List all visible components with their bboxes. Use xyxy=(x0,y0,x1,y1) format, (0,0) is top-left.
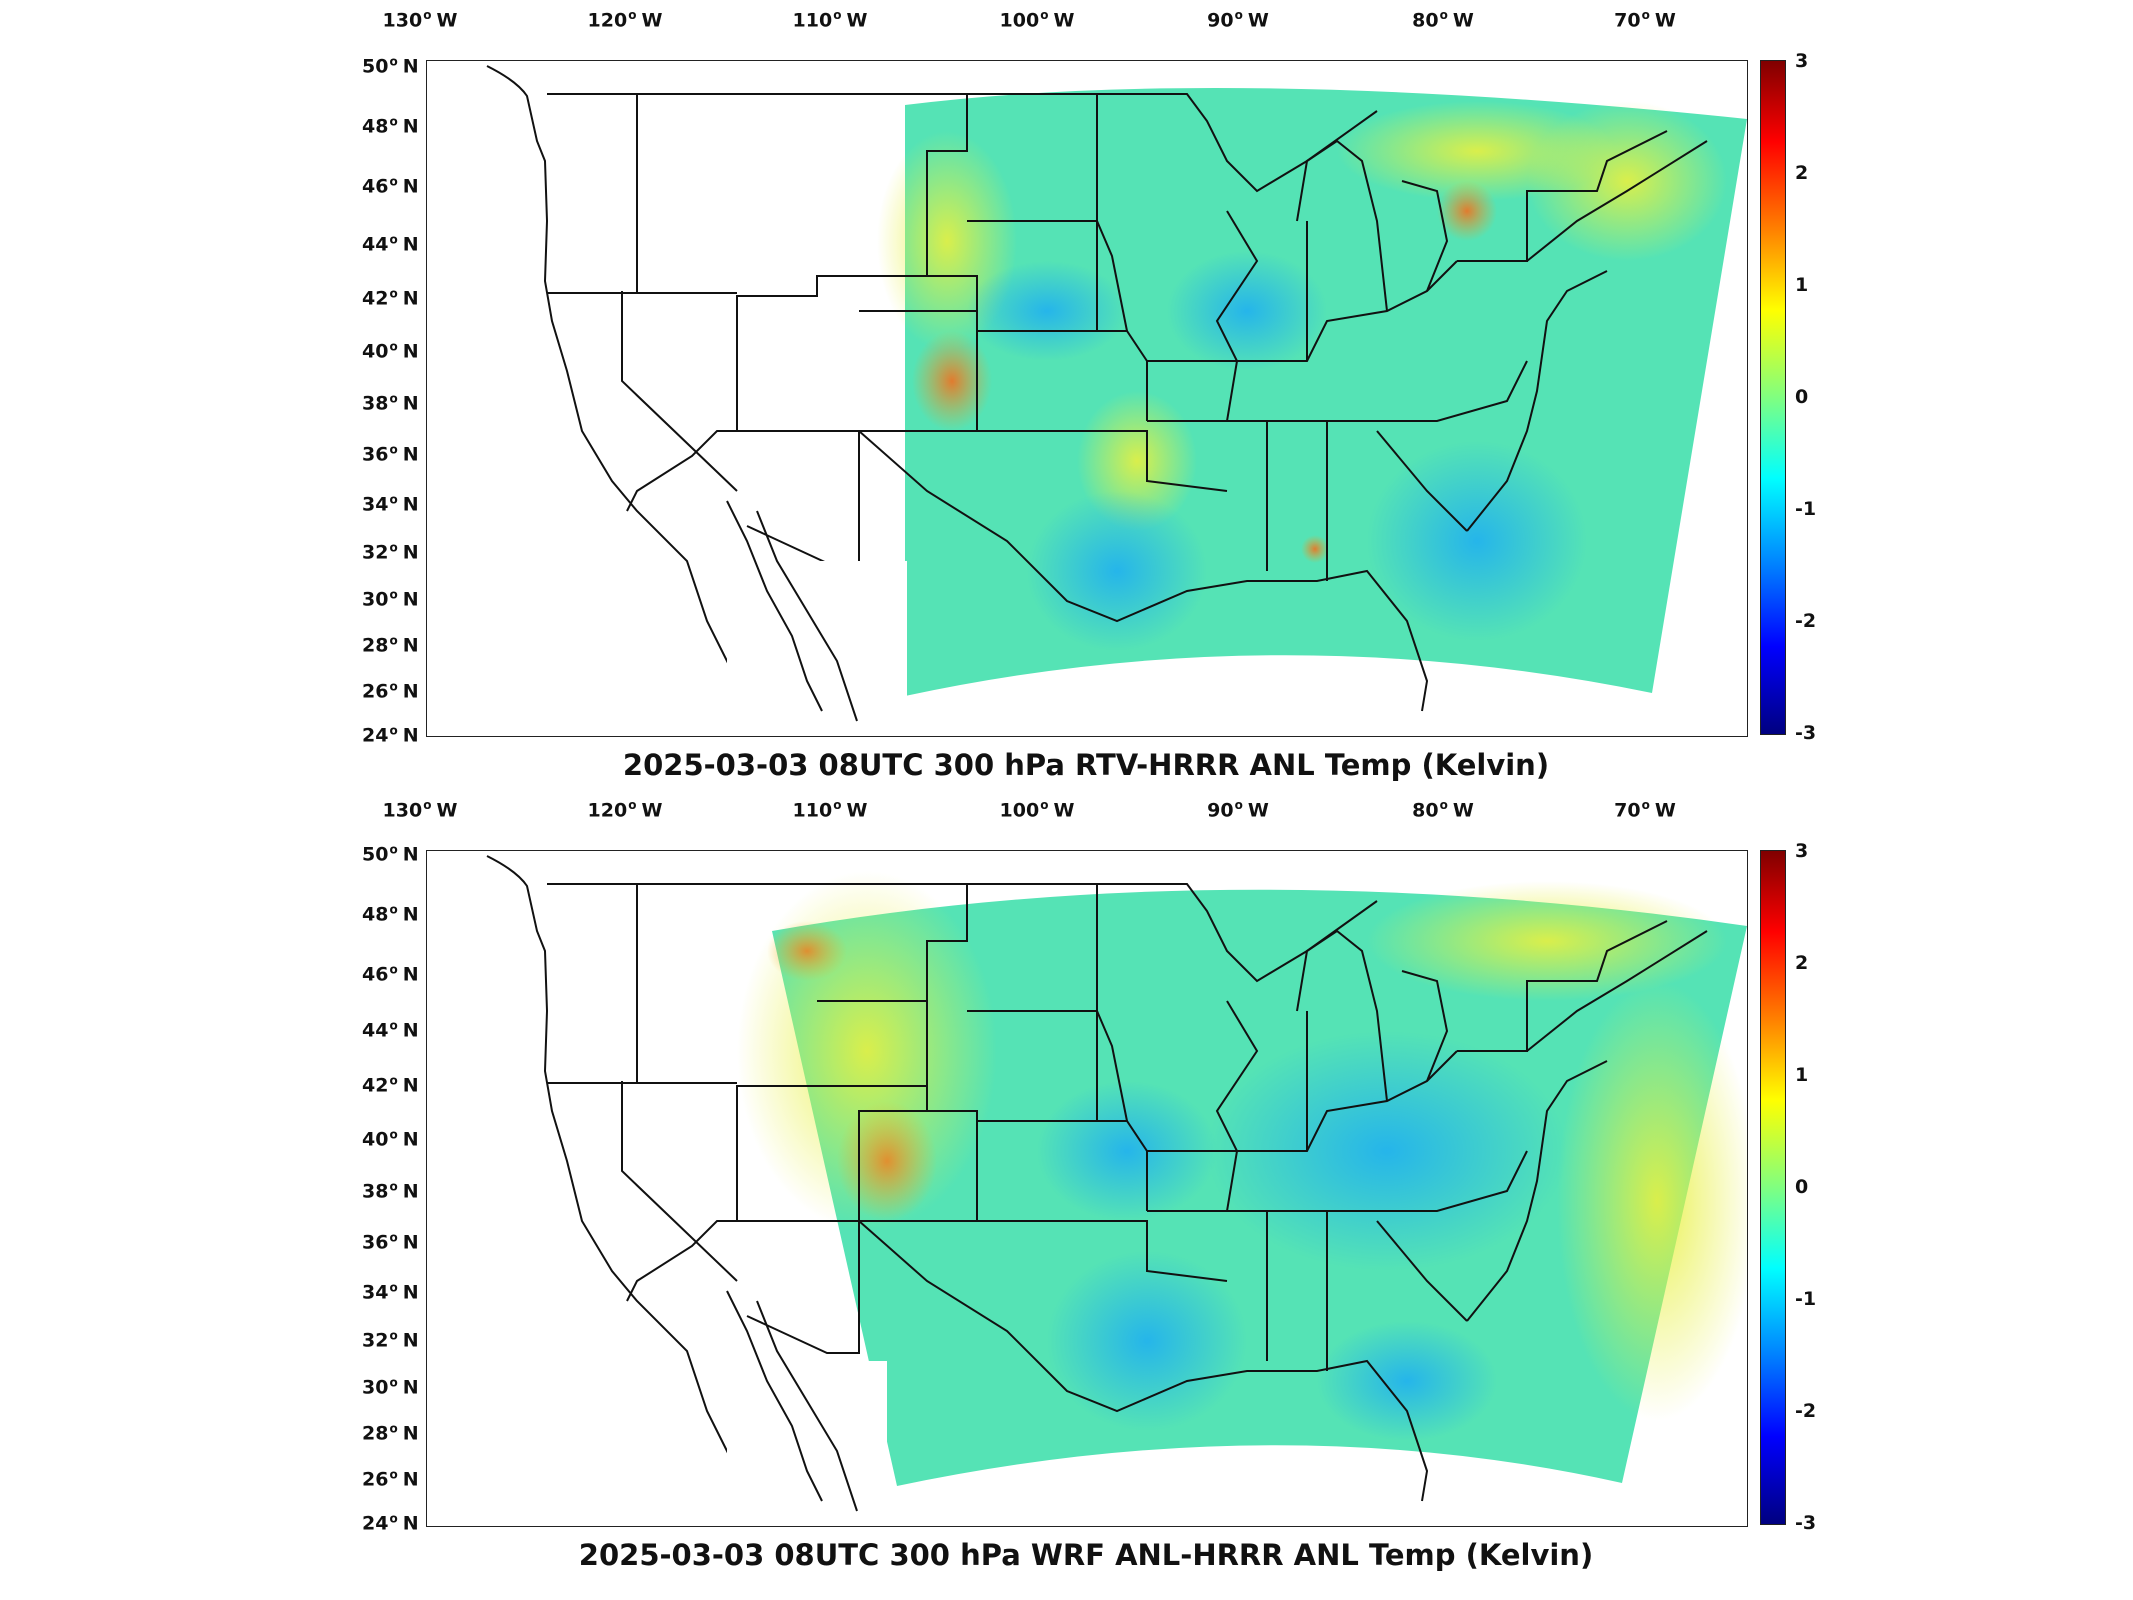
colorbar-tick-label: 1 xyxy=(1795,274,1809,296)
colorbar-tick-label: 2 xyxy=(1795,952,1809,974)
lat-tick-label: 26o N xyxy=(362,1467,419,1491)
lat-tick-label: 44o N xyxy=(362,1018,419,1042)
colorbar-tick-label: -2 xyxy=(1795,1400,1817,1422)
lat-tick-label: 24o N xyxy=(362,723,419,747)
map-canvas-bottom xyxy=(486,855,1747,1526)
hot-anomaly xyxy=(1437,181,1497,241)
mexico-landmass-mask xyxy=(727,561,907,736)
hot-anomaly xyxy=(1301,535,1329,563)
lon-tick-label: 130o W xyxy=(382,8,458,32)
lon-tick-label: 110o W xyxy=(792,8,868,32)
lat-tick-label: 44o N xyxy=(362,232,419,256)
lon-tick-label: 70o W xyxy=(1614,798,1676,822)
cool-anomaly xyxy=(1027,491,1207,651)
colorbar-tick-label: 2 xyxy=(1795,162,1809,184)
colorbar-tick-label: 0 xyxy=(1795,1176,1809,1198)
baja-coastline xyxy=(726,500,858,722)
colorbar-top xyxy=(1760,60,1786,735)
baja-coastline xyxy=(726,1290,858,1512)
lat-tick-label: 38o N xyxy=(362,391,419,415)
top-map-panel: 130o W 120o W 110o W 100o W 90o W 80o W 70o W 5… xyxy=(362,8,1817,782)
lat-tick-label: 28o N xyxy=(362,633,419,657)
cool-anomaly xyxy=(1167,251,1327,371)
lat-tick-label: 50o N xyxy=(362,54,419,78)
lat-tick-label: 46o N xyxy=(362,174,419,198)
state-borders xyxy=(486,65,1708,736)
lat-tick-label: 32o N xyxy=(362,1328,419,1352)
hot-anomaly xyxy=(912,331,992,431)
lat-tick-label: 42o N xyxy=(362,286,419,310)
lon-tick-label: 100o W xyxy=(999,8,1075,32)
colorbar-tick-label: -1 xyxy=(1795,1288,1817,1310)
lat-tick-label: 34o N xyxy=(362,1280,419,1304)
map-canvas-top xyxy=(486,65,1747,736)
lat-tick-label: 36o N xyxy=(362,442,419,466)
lat-tick-label: 42o N xyxy=(362,1073,419,1097)
lat-tick-label: 30o N xyxy=(362,1375,419,1399)
lon-tick-label: 100o W xyxy=(999,798,1075,822)
lat-tick-label: 36o N xyxy=(362,1230,419,1254)
lon-tick-label: 90o W xyxy=(1207,8,1269,32)
map-frame-top xyxy=(426,60,1748,737)
lon-tick-label: 80o W xyxy=(1412,798,1474,822)
hot-anomaly xyxy=(767,921,847,981)
bottom-map-panel: 130o W 120o W 110o W 100o W 90o W 80o W 70o W 5… xyxy=(0,790,2133,1600)
warm-anomaly xyxy=(1367,881,1727,1001)
state-borders xyxy=(486,855,1708,1526)
lat-tick-label: 24o N xyxy=(362,1511,419,1535)
colorbar-tick-label: 3 xyxy=(1795,50,1809,72)
lat-tick-label: 32o N xyxy=(362,540,419,564)
colorbar-tick-label: 3 xyxy=(1795,840,1809,862)
lat-tick-label: 40o N xyxy=(362,1127,419,1151)
lat-tick-label: 28o N xyxy=(362,1421,419,1445)
map-title-bottom: 2025-03-03 08UTC 300 hPa WRF ANL-HRRR AN… xyxy=(578,1538,1594,1572)
lon-tick-label: 70o W xyxy=(1614,8,1676,32)
cool-anomaly xyxy=(1317,1321,1497,1441)
colorbar-bottom xyxy=(1760,850,1786,1525)
map-title-top: 2025-03-03 08UTC 300 hPa RTV-HRRR ANL Te… xyxy=(622,748,1550,782)
colorbar-tick-label: 1 xyxy=(1795,1064,1809,1086)
hot-anomaly xyxy=(837,1101,937,1221)
lon-tick-label: 90o W xyxy=(1207,798,1269,822)
map-frame-bottom xyxy=(426,850,1748,1527)
colorbar-tick-label: -3 xyxy=(1795,1512,1817,1534)
lat-tick-label: 48o N xyxy=(362,902,419,926)
lat-tick-label: 50o N xyxy=(362,842,419,866)
lat-tick-label: 48o N xyxy=(362,114,419,138)
lat-tick-label: 30o N xyxy=(362,587,419,611)
lat-tick-label: 26o N xyxy=(362,679,419,703)
lon-tick-label: 120o W xyxy=(587,8,663,32)
lat-tick-label: 38o N xyxy=(362,1179,419,1203)
colorbar-tick-label: -1 xyxy=(1795,498,1817,520)
lon-tick-label: 80o W xyxy=(1412,8,1474,32)
lon-tick-label: 110o W xyxy=(792,798,868,822)
lon-tick-label: 130o W xyxy=(382,798,458,822)
cool-anomaly xyxy=(967,261,1127,361)
cool-anomaly xyxy=(1047,1251,1247,1431)
lat-tick-label: 46o N xyxy=(362,962,419,986)
lon-tick-label: 120o W xyxy=(587,798,663,822)
colorbar-tick-label: -2 xyxy=(1795,610,1817,632)
cool-anomaly xyxy=(1037,1081,1217,1221)
lat-tick-label: 34o N xyxy=(362,492,419,516)
colorbar-tick-label: 0 xyxy=(1795,386,1809,408)
lat-tick-label: 40o N xyxy=(362,339,419,363)
cool-anomaly xyxy=(1367,441,1587,641)
warm-anomaly xyxy=(1557,981,1747,1421)
mexico-landmass-mask xyxy=(727,1361,887,1526)
colorbar-tick-label: -3 xyxy=(1795,722,1817,744)
